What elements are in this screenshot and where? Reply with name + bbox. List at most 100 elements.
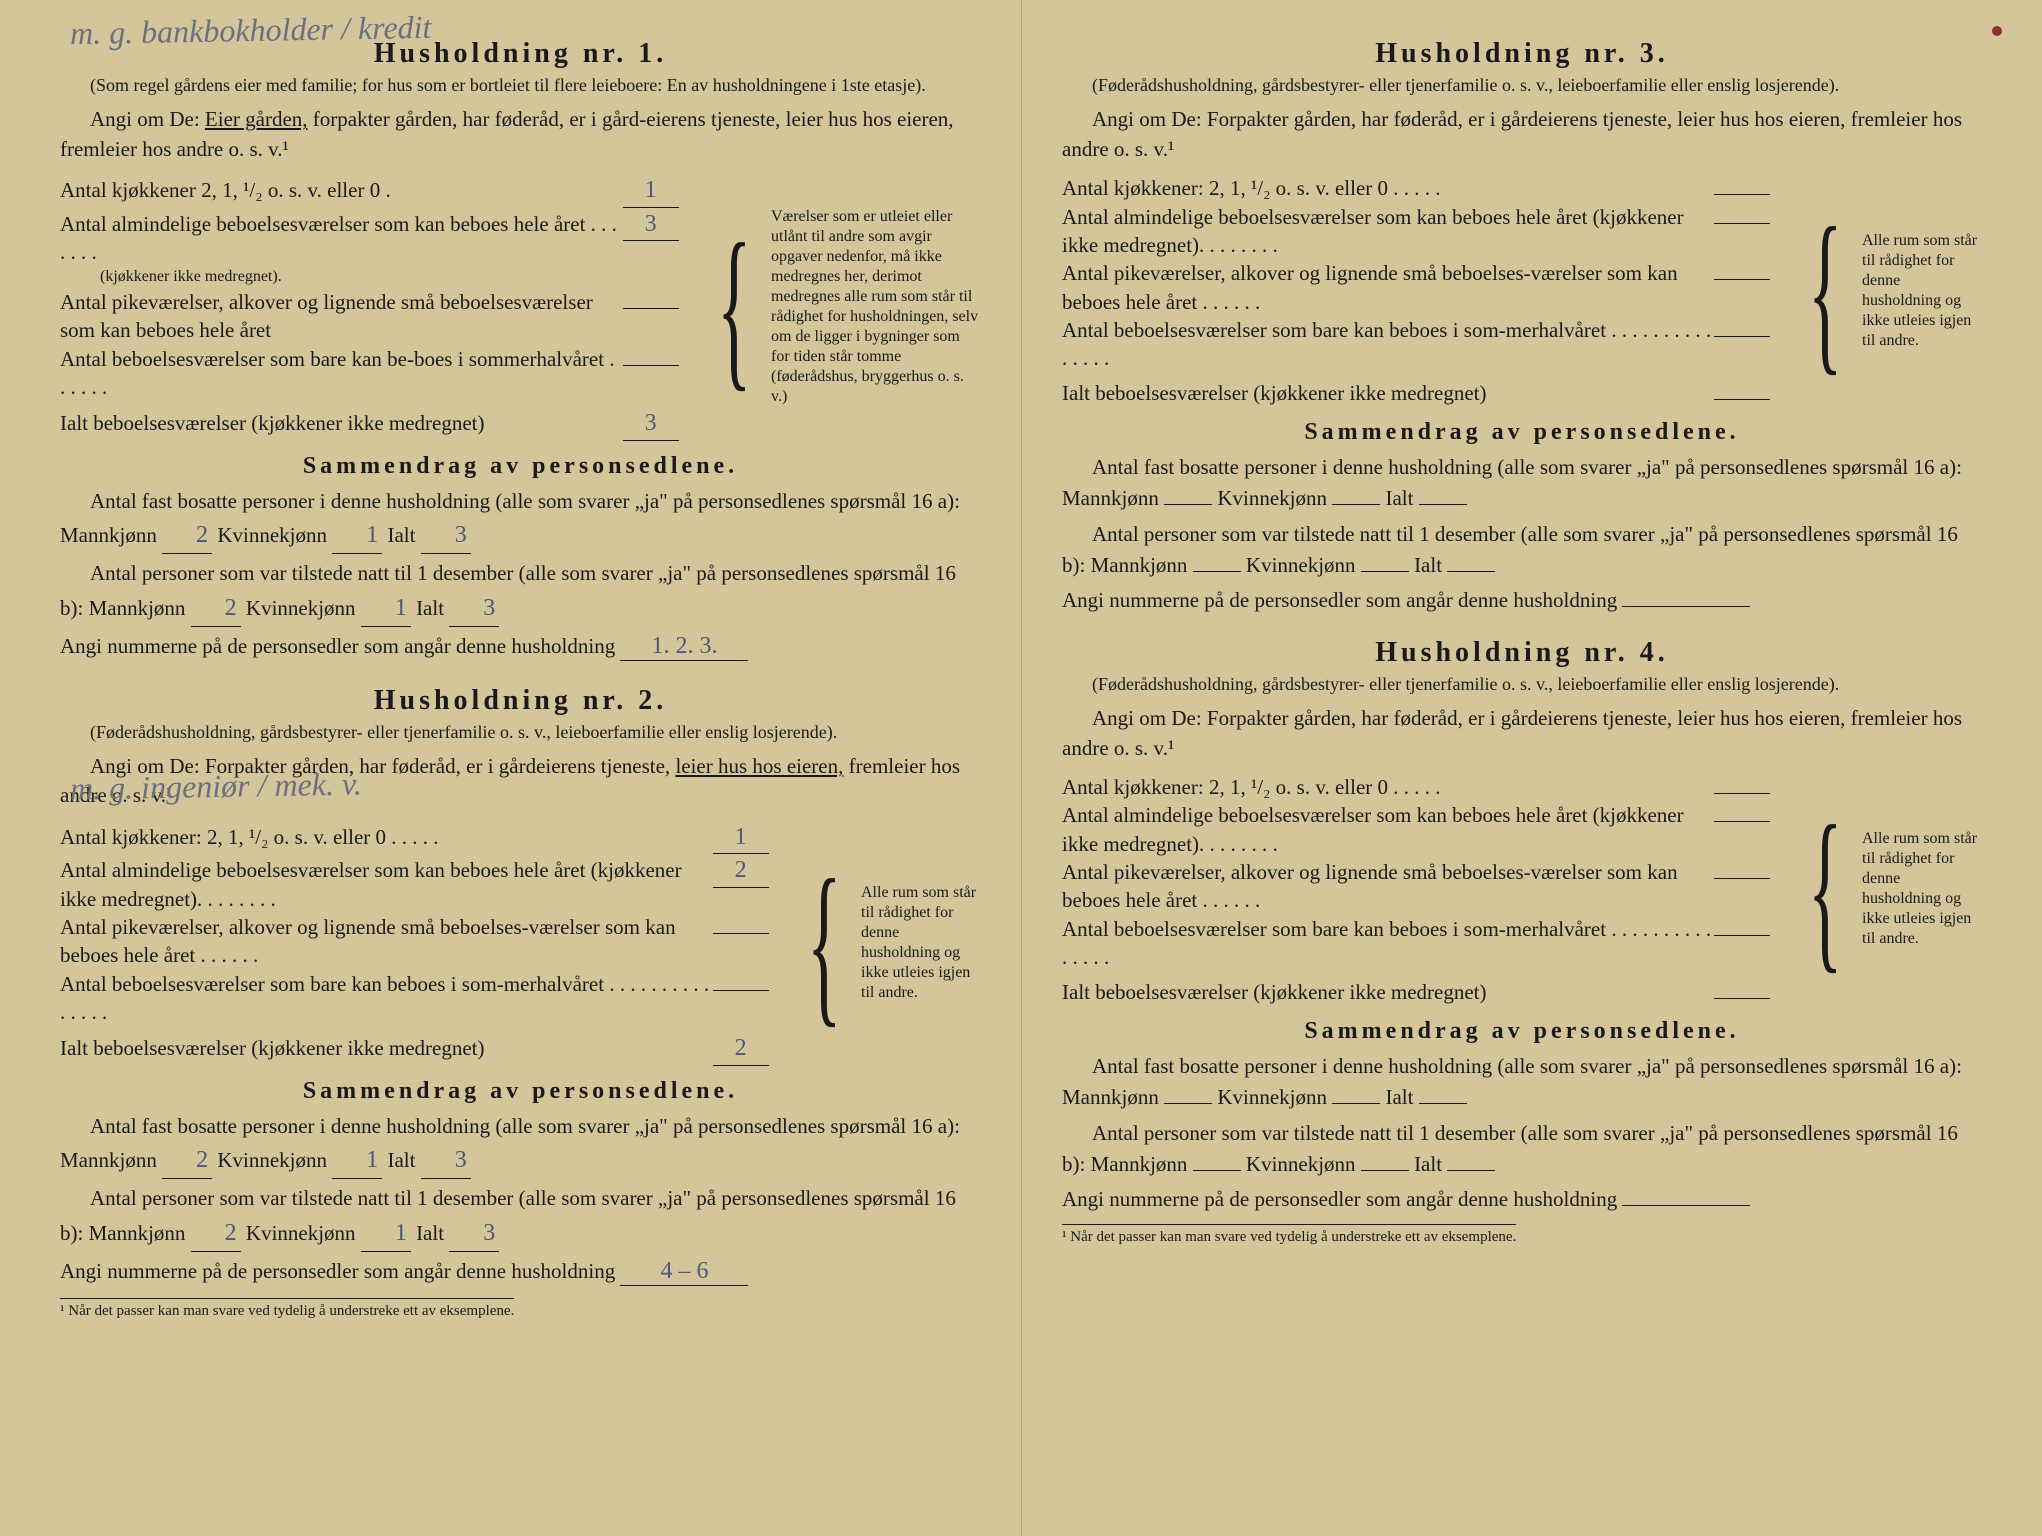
- kitchens-label-4: Antal kjøkkener: 2, 1, ¹/₂ o. s. v. elle…: [1062, 773, 1714, 801]
- s2-m1: 2: [162, 1142, 212, 1179]
- household-3-angi: Angi om De: Forpakter gården, har føderå…: [1062, 105, 1982, 164]
- kitchens-label-2: Antal kjøkkener: 2, 1, ¹/₂ o. s. v. elle…: [60, 823, 713, 851]
- summer-label-2: Antal beboelsesværelser som bare kan beb…: [60, 970, 713, 1027]
- rooms-note: Værelser som er utleiet eller utlånt til…: [771, 207, 981, 407]
- rooms-list-2: Antal kjøkkener: 2, 1, ¹/₂ o. s. v. elle…: [60, 821, 769, 1066]
- s4-ialt: Ialt: [1385, 1085, 1413, 1109]
- s3-m2: [1193, 571, 1241, 572]
- summary-title-3: Sammendrag av personsedlene.: [1062, 419, 1982, 446]
- household-2-rooms: Antal kjøkkener: 2, 1, ¹/₂ o. s. v. elle…: [60, 821, 981, 1066]
- ordinary-label-3: Antal almindelige beboelsesværelser som …: [1062, 203, 1714, 260]
- numline-2: Angi nummerne på de personsedler som ang…: [60, 1258, 981, 1286]
- brace-icon: {: [717, 226, 752, 388]
- household-1-angi: Angi om De: Eier gården, forpakter gårde…: [60, 105, 981, 164]
- household-1: Husholdning nr. 1. (Som regel gårdens ei…: [60, 38, 981, 661]
- summary-title-4: Sammendrag av personsedlene.: [1062, 1018, 1982, 1045]
- s4-k1: [1332, 1103, 1380, 1104]
- numline-3: Angi nummerne på de personsedler som ang…: [1062, 588, 1982, 613]
- rooms-note-4: Alle rum som står til rådighet for denne…: [1862, 829, 1982, 949]
- household-4-subtitle: (Føderådshusholdning, gårdsbestyrer- ell…: [1062, 673, 1982, 696]
- summary-i2: 3: [449, 590, 499, 627]
- footnote-left: ¹ Når det passer kan man svare ved tydel…: [60, 1298, 514, 1320]
- household-4-angi: Angi om De: Forpakter gården, har føderå…: [1062, 704, 1982, 763]
- summer-label-4: Antal beboelsesværelser som bare kan beb…: [1062, 915, 1714, 972]
- s3-kvinne: Kvinnekjønn: [1217, 486, 1327, 510]
- kitchens-value-4: [1714, 793, 1770, 794]
- total-label-2: Ialt beboelsesværelser (kjøkkener ikke m…: [60, 1034, 713, 1062]
- ordinary-label-4: Antal almindelige beboelsesværelser som …: [1062, 801, 1714, 858]
- s4-kvinne2: Kvinnekjønn: [1246, 1152, 1356, 1176]
- ialt-label-2: Ialt: [416, 596, 444, 620]
- s4-line2-pre: Antal personer som var tilstede natt til…: [1062, 1121, 1958, 1177]
- total-label: Ialt beboelsesværelser (kjøkkener ikke m…: [60, 409, 623, 437]
- s4-line1-pre: Antal fast bosatte personer i denne hush…: [1062, 1054, 1962, 1110]
- footnote-right: ¹ Når det passer kan man svare ved tydel…: [1062, 1224, 1516, 1246]
- maid-label-2: Antal pikeværelser, alkover og lignende …: [60, 913, 713, 970]
- s2-m2: 2: [191, 1215, 241, 1252]
- numline-label: Angi nummerne på de personsedler som ang…: [60, 634, 615, 658]
- summary-16b-3: Antal personer som var tilstede natt til…: [1062, 519, 1982, 582]
- summary-16a-2: Antal fast bosatte personer i denne hush…: [60, 1111, 981, 1180]
- household-1-rooms: Antal kjøkkener 2, 1, ¹/₂ o. s. v. eller…: [60, 174, 981, 440]
- total-value-4: [1714, 998, 1770, 999]
- summary-m1: 2: [162, 517, 212, 554]
- angi3-prefix: Angi om De: Forpakter gården, har føderå…: [1062, 107, 1962, 160]
- summary-16a-4: Antal fast bosatte personer i denne hush…: [1062, 1051, 1982, 1114]
- ordinary-label: Antal almindelige beboelsesværelser som …: [60, 210, 623, 267]
- s2-k2: 1: [361, 1215, 411, 1252]
- brace-icon-3: {: [1808, 210, 1843, 372]
- brace-wrap-4: { Alle rum som står til rådighet for den…: [1782, 773, 1982, 1006]
- ialt-label: Ialt: [387, 523, 415, 547]
- s4-m1: [1164, 1103, 1212, 1104]
- total-value-3: [1714, 399, 1770, 400]
- s2-i1: 3: [421, 1142, 471, 1179]
- household-4: Husholdning nr. 4. (Føderådshusholdning,…: [1062, 637, 1982, 1246]
- numline-label-2: Angi nummerne på de personsedler som ang…: [60, 1259, 615, 1283]
- summer-value-3: [1714, 336, 1770, 337]
- s2-kvinne: Kvinnekjønn: [217, 1148, 327, 1172]
- right-page: Husholdning nr. 3. (Føderådshusholdning,…: [1021, 0, 2042, 1536]
- s3-i2: [1447, 571, 1495, 572]
- summer-value-2: [713, 990, 769, 991]
- kitchens-value-3: [1714, 194, 1770, 195]
- maid-label: Antal pikeværelser, alkover og lignende …: [60, 288, 623, 345]
- ordinary-sub: (kjøkkener ikke medregnet).: [60, 266, 679, 288]
- angi4-prefix: Angi om De: Forpakter gården, har føderå…: [1062, 706, 1962, 759]
- household-3-rooms: Antal kjøkkener: 2, 1, ¹/₂ o. s. v. elle…: [1062, 174, 1982, 407]
- maid-value: [623, 308, 679, 309]
- s4-k2: [1361, 1170, 1409, 1171]
- household-4-title: Husholdning nr. 4.: [1062, 637, 1982, 669]
- brace-icon-4: {: [1808, 808, 1843, 970]
- summary-m2: 2: [191, 590, 241, 627]
- numline-value: 1. 2. 3.: [620, 633, 748, 661]
- household-3-title: Husholdning nr. 3.: [1062, 38, 1982, 70]
- kitchens-value: 1: [623, 174, 679, 207]
- maid-value-4: [1714, 878, 1770, 879]
- s3-k2: [1361, 571, 1409, 572]
- ordinary-value-2: 2: [713, 854, 769, 887]
- brace-wrap-2: { Alle rum som står til rådighet for den…: [781, 821, 981, 1066]
- ordinary-value: 3: [623, 208, 679, 241]
- ordinary-label-2: Antal almindelige beboelsesværelser som …: [60, 856, 713, 913]
- s3-k1: [1332, 504, 1380, 505]
- summary-title-2: Sammendrag av personsedlene.: [60, 1078, 981, 1105]
- household-2-subtitle: (Føderådshusholdning, gårdsbestyrer- ell…: [60, 721, 981, 744]
- s4-i2: [1447, 1170, 1495, 1171]
- maid-label-3: Antal pikeværelser, alkover og lignende …: [1062, 259, 1714, 316]
- s3-kvinne2: Kvinnekjønn: [1246, 553, 1356, 577]
- maid-value-2: [713, 933, 769, 934]
- kitchens-value-2: 1: [713, 821, 769, 854]
- angi2-underlined: leier hus hos eieren,: [675, 754, 843, 778]
- handwriting-2: m. g. ingeniør / mek. v.: [70, 765, 362, 807]
- kitchens-label-3: Antal kjøkkener: 2, 1, ¹/₂ o. s. v. elle…: [1062, 174, 1714, 202]
- s3-ialt: Ialt: [1385, 486, 1413, 510]
- kvinne-label: Kvinnekjønn: [217, 523, 327, 547]
- left-page: m. g. bankbokholder / kredit Husholdning…: [0, 0, 1021, 1536]
- angi-prefix: Angi om De:: [90, 107, 205, 131]
- s3-line2-pre: Antal personer som var tilstede natt til…: [1062, 522, 1958, 578]
- s3-line1-pre: Antal fast bosatte personer i denne hush…: [1062, 455, 1962, 511]
- total-value: 3: [623, 407, 679, 440]
- summary-16b-2: Antal personer som var tilstede natt til…: [60, 1183, 981, 1252]
- s4-m2: [1193, 1170, 1241, 1171]
- s2-ialt: Ialt: [387, 1148, 415, 1172]
